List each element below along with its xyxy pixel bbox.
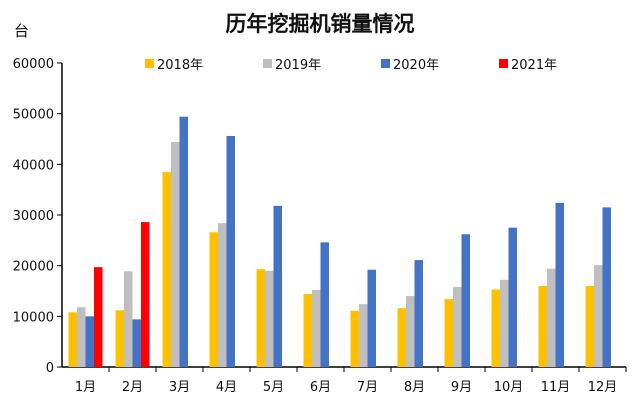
bar-2018-2 bbox=[115, 310, 124, 367]
bar-2020-3 bbox=[179, 116, 188, 367]
x-tick-label: 5月 bbox=[263, 380, 284, 395]
legend-label: 2019年 bbox=[275, 58, 321, 73]
bar-2021-2 bbox=[141, 222, 150, 367]
x-tick-label: 8月 bbox=[404, 380, 425, 395]
y-axis-unit-label: 台 bbox=[14, 22, 30, 40]
legend-swatch bbox=[381, 59, 390, 68]
bar-2019-2 bbox=[124, 271, 133, 367]
bar-2020-6 bbox=[320, 242, 329, 367]
x-tick-label: 4月 bbox=[216, 380, 237, 395]
bar-2018-4 bbox=[209, 232, 218, 367]
bar-2019-4 bbox=[218, 223, 227, 367]
chart-title: 历年挖掘机销量情况 bbox=[225, 11, 415, 36]
y-tick-label: 10000 bbox=[13, 310, 54, 325]
x-tick-label: 12月 bbox=[588, 380, 618, 395]
bar-2018-11 bbox=[538, 285, 547, 367]
bar-2018-7 bbox=[350, 310, 359, 367]
legend-label: 2020年 bbox=[393, 58, 439, 73]
bar-2018-12 bbox=[585, 285, 594, 367]
bar-2019-10 bbox=[500, 279, 509, 367]
x-tick-label: 9月 bbox=[451, 380, 472, 395]
y-tick-label: 50000 bbox=[13, 108, 54, 123]
bar-2019-6 bbox=[312, 289, 321, 367]
bar-2019-11 bbox=[547, 268, 556, 367]
bar-2018-1 bbox=[68, 312, 77, 367]
bar-2018-3 bbox=[162, 171, 171, 367]
y-tick-label: 20000 bbox=[13, 260, 54, 275]
bar-2018-10 bbox=[491, 289, 500, 367]
bar-2019-1 bbox=[77, 307, 86, 367]
y-tick-label: 30000 bbox=[13, 209, 54, 224]
bar-2019-5 bbox=[265, 270, 274, 367]
x-tick-label: 1月 bbox=[75, 380, 96, 395]
bar-2018-6 bbox=[303, 294, 312, 367]
bar-2020-11 bbox=[555, 202, 564, 367]
x-tick-label: 10月 bbox=[494, 380, 524, 395]
legend-label: 2021年 bbox=[511, 58, 557, 73]
bar-2020-2 bbox=[132, 319, 141, 367]
bar-2019-9 bbox=[453, 286, 462, 367]
x-tick-label: 11月 bbox=[541, 380, 571, 395]
bar-2019-12 bbox=[594, 265, 603, 367]
bar-2018-9 bbox=[444, 299, 453, 367]
bar-2019-7 bbox=[359, 304, 368, 367]
legend-label: 2018年 bbox=[157, 58, 203, 73]
y-tick-label: 0 bbox=[46, 361, 54, 376]
bar-2020-4 bbox=[226, 135, 235, 367]
x-tick-label: 7月 bbox=[357, 380, 378, 395]
bar-2020-9 bbox=[461, 234, 470, 367]
bar-2018-8 bbox=[397, 308, 406, 367]
bar-2020-12 bbox=[602, 207, 611, 367]
legend-swatch bbox=[145, 59, 154, 68]
x-tick-label: 3月 bbox=[169, 380, 190, 395]
x-tick-label: 6月 bbox=[310, 380, 331, 395]
x-tick-label: 2月 bbox=[122, 380, 143, 395]
bar-2021-1 bbox=[94, 267, 103, 367]
bar-2020-10 bbox=[508, 227, 517, 367]
y-tick-label: 40000 bbox=[13, 158, 54, 173]
y-tick-label: 60000 bbox=[13, 57, 54, 72]
legend-swatch bbox=[499, 59, 508, 68]
bar-2020-5 bbox=[273, 205, 282, 367]
legend-swatch bbox=[263, 59, 272, 68]
bar-2020-7 bbox=[367, 269, 376, 367]
bar-2019-8 bbox=[406, 296, 415, 367]
bar-2020-8 bbox=[414, 260, 423, 367]
bar-2020-1 bbox=[85, 316, 94, 367]
bar-2018-5 bbox=[256, 269, 265, 367]
bar-2019-3 bbox=[171, 142, 180, 367]
